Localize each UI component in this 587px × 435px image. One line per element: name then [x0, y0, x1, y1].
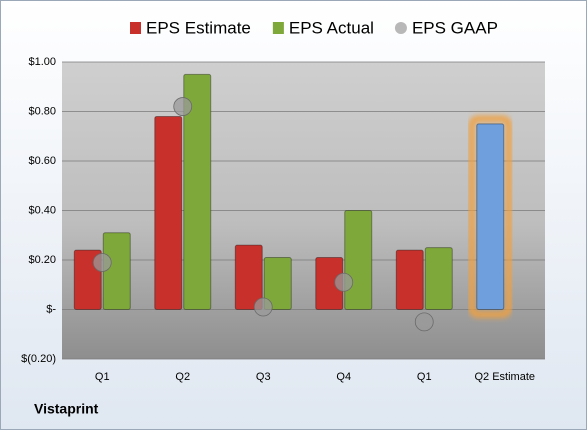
x-tick-label: Q2 [175, 371, 190, 383]
legend-label: EPS Estimate [146, 18, 251, 37]
footer: Vistaprint [34, 401, 99, 417]
bar [183, 73, 212, 310]
y-tick-label: $0.80 [28, 105, 56, 117]
legend-label: EPS GAAP [412, 18, 498, 37]
gaap-marker [92, 253, 112, 272]
legend-swatch [130, 22, 141, 34]
legend-label: EPS Actual [289, 18, 374, 37]
bar [234, 244, 263, 310]
bar [263, 257, 292, 310]
legend-swatch [272, 22, 284, 34]
bar [476, 123, 505, 310]
bar [102, 232, 131, 310]
y-tick-label: $(0.20) [21, 353, 56, 365]
highlight-glow [468, 115, 512, 318]
x-tick-label: Q1 [95, 371, 110, 383]
legend-swatch [394, 22, 407, 34]
bar [344, 210, 373, 310]
x-tick-label: Q3 [256, 371, 271, 383]
y-tick-label: $1.00 [28, 56, 56, 68]
y-tick-label: $0.60 [28, 155, 56, 167]
x-tick-label: Q2 Estimate [474, 371, 535, 383]
y-tick-label: $- [46, 303, 56, 315]
gaap-marker [173, 97, 193, 116]
y-tick-label: $0.20 [28, 254, 56, 266]
gaap-marker [334, 272, 354, 292]
x-tick-label: Q4 [336, 371, 351, 383]
bar [424, 247, 453, 310]
gaap-marker [414, 312, 434, 332]
x-tick-label: Q1 [417, 371, 432, 383]
bar [395, 249, 424, 311]
bar [154, 115, 183, 310]
gaap-marker [253, 297, 273, 317]
y-tick-label: $0.40 [28, 204, 56, 216]
